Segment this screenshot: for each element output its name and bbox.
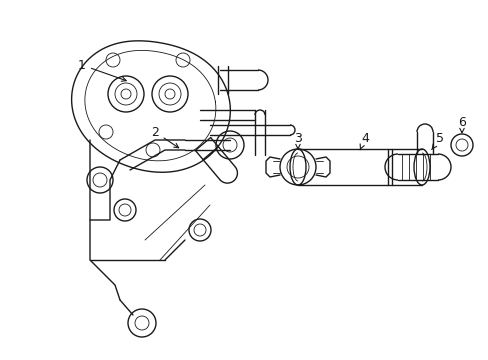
- Text: 5: 5: [431, 131, 443, 149]
- Text: 3: 3: [293, 131, 301, 149]
- Polygon shape: [71, 41, 230, 172]
- Text: 2: 2: [151, 126, 178, 148]
- Text: 4: 4: [359, 131, 368, 150]
- Text: 1: 1: [78, 59, 126, 81]
- Text: 6: 6: [457, 116, 465, 133]
